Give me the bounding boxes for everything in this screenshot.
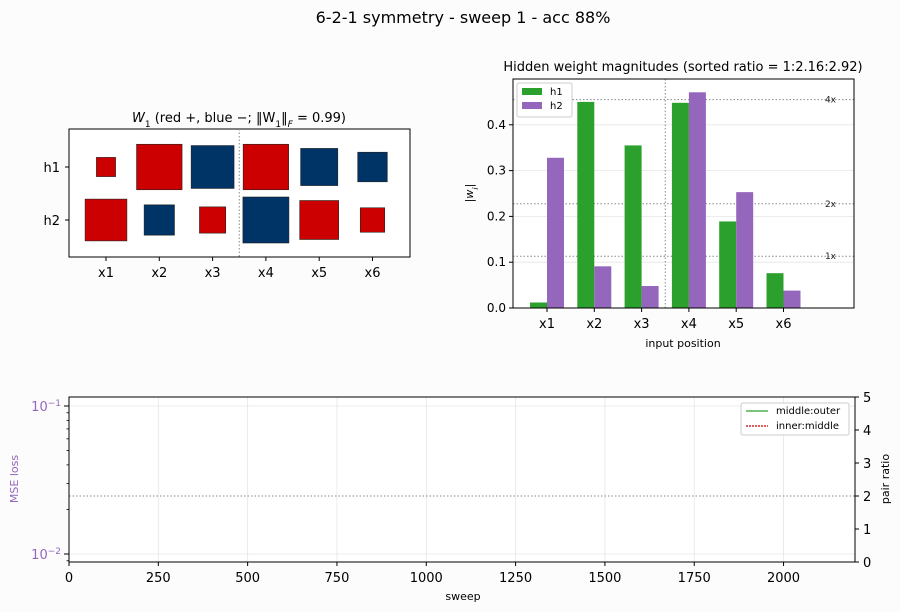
ratio-ytick-label: 4 [863,424,871,439]
loss-plot-frame [68,396,856,563]
bar-ytick-label: 0.4 [487,118,506,132]
loss-ylabel-left: MSE loss [8,455,21,503]
bar-xtick-label: x1 [539,317,555,332]
legend-h1-label: h1 [550,87,563,98]
ref-line-label-4x: 4x [825,96,837,106]
loss-xtick-label: 1500 [588,571,621,586]
bar-h1-x1 [530,302,547,308]
bar-xtick-label: x5 [728,317,744,332]
loss-xtick-label: 0 [65,571,73,586]
hinton-cell-h2-x5 [299,200,339,240]
ratio-ytick-label: 5 [863,391,871,406]
bar-ytick-label: 0.1 [487,255,506,269]
ref-line-label-2x: 2x [825,200,837,210]
bar-xtick-label: x2 [586,317,602,332]
hinton-cell-h2-x6 [359,207,386,233]
figure-title: 6-2-1 symmetry - sweep 1 - acc 88% [316,8,611,27]
bar-xtick-label: x6 [776,317,792,332]
bar-ytick-label: 0.2 [487,209,506,223]
bar-legend: h1 h2 [516,82,573,118]
bar-ytick-label: 0.0 [487,301,506,315]
bar-h1-x5 [719,221,737,308]
loss-plot-area [69,397,855,562]
bar-xtick-label: x3 [634,317,650,332]
bar-xtick-label: x4 [681,317,697,332]
bar-h2-x5 [736,192,754,308]
hinton-ytick-label: h2 [43,214,60,229]
hinton-cell-h1-x6 [357,151,388,183]
hinton-weight-chart: W1 (red +, blue −; ‖W1‖F = 0.99) x1 x2 x3 x… [43,111,411,281]
bar-h2-x2 [594,266,612,308]
hinton-xtick-label: x3 [205,266,221,281]
legend-h1-swatch [522,88,542,95]
bar-h1-x4 [671,102,689,308]
loss-xtick-label: 500 [235,571,260,586]
hinton-cell-h1-x4 [242,143,289,191]
hinton-xtick-label: x2 [151,266,167,281]
bar-chart: Hidden weight magnitudes (sorted ratio =… [463,60,863,350]
bar-plot-frame [512,78,855,309]
loss-legend: middle:outer inner:middle [740,402,850,436]
hinton-cell-h2-x1 [84,198,128,242]
legend-middle-outer-label: middle:outer [776,406,841,417]
bar-h2-x4 [688,92,706,308]
ratio-ytick-label: 1 [863,523,871,538]
loss-ylabel-right: pair ratio [879,454,892,504]
bar-h2-x6 [783,290,801,308]
legend-h2-swatch [522,102,542,109]
loss-xtick-label: 1250 [499,571,532,586]
loss-xtick-label: 1750 [678,571,711,586]
bar-h1-x6 [766,273,784,308]
loss-ytick-left-label: 10−2 [31,547,61,563]
hinton-xtick-label: x6 [365,266,381,281]
loss-xlabel: sweep [445,590,480,603]
hinton-cell-h2-x4 [242,196,290,244]
ratio-ytick-label: 0 [863,556,871,571]
hinton-cell-h1-x2 [136,143,183,191]
legend-inner-middle-label: inner:middle [776,421,839,432]
hinton-cell-h2-x3 [199,206,227,234]
hinton-ytick-label: h1 [43,161,60,176]
loss-ratio-chart: 0 250 500 750 1000 1250 1500 1750 2000 10−1 10−2 0 1… [8,391,892,603]
loss-xtick-label: 750 [325,571,350,586]
bar-xlabel: input position [645,337,720,350]
hinton-xtick-label: x1 [98,266,114,281]
ratio-ytick-label: 2 [863,490,871,505]
hinton-cell-h1-x5 [300,148,339,186]
bar-ylabel: |wi| [463,184,480,203]
hinton-title: W1 (red +, blue −; ‖W1‖F = 0.99) [132,111,346,130]
bar-chart-title: Hidden weight magnitudes (sorted ratio =… [503,60,862,75]
bar-h1-x2 [577,101,595,309]
legend-h2-label: h2 [550,101,563,112]
hinton-cell-h1-x1 [96,157,116,177]
loss-ytick-left-label: 10−1 [31,399,61,415]
ratio-ytick-label: 3 [863,457,871,472]
bar-h1-x3 [624,145,642,308]
hinton-xtick-label: x4 [258,266,274,281]
hinton-cell-h1-x3 [190,145,235,189]
hinton-xtick-label: x5 [311,266,327,281]
ref-line-label-1x: 1x [825,252,837,262]
hinton-cell-h2-x2 [143,204,175,236]
bar-h2-x1 [547,157,564,308]
loss-xtick-label: 250 [146,571,171,586]
loss-xtick-label: 2000 [767,571,800,586]
bar-ytick-label: 0.3 [487,164,506,178]
bar-h2-x3 [641,286,659,308]
loss-xtick-label: 1000 [410,571,443,586]
